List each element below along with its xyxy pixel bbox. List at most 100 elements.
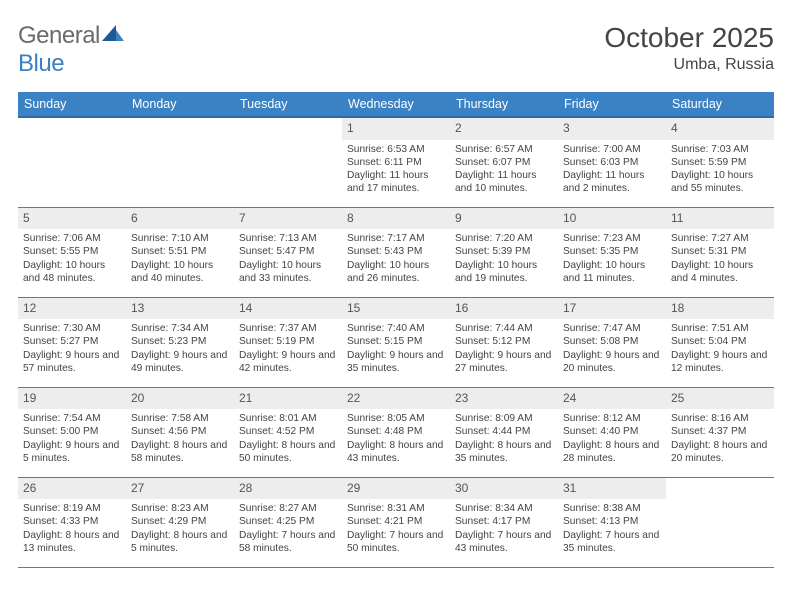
sunset-text: Sunset: 5:23 PM: [131, 335, 229, 348]
day-info: Sunrise: 8:05 AMSunset: 4:48 PMDaylight:…: [347, 412, 445, 465]
sunset-text: Sunset: 5:51 PM: [131, 245, 229, 258]
calendar-day-cell: 30Sunrise: 8:34 AMSunset: 4:17 PMDayligh…: [450, 477, 558, 567]
daylight-text: Daylight: 9 hours and 20 minutes.: [563, 349, 661, 376]
daylight-text: Daylight: 9 hours and 57 minutes.: [23, 349, 121, 376]
sunrise-text: Sunrise: 8:23 AM: [131, 502, 229, 515]
sunset-text: Sunset: 5:04 PM: [671, 335, 769, 348]
day-info: Sunrise: 7:06 AMSunset: 5:55 PMDaylight:…: [23, 232, 121, 285]
day-info: Sunrise: 7:10 AMSunset: 5:51 PMDaylight:…: [131, 232, 229, 285]
daylight-text: Daylight: 10 hours and 19 minutes.: [455, 259, 553, 286]
calendar-day-cell: [666, 477, 774, 567]
sunrise-text: Sunrise: 7:13 AM: [239, 232, 337, 245]
sunset-text: Sunset: 4:13 PM: [563, 515, 661, 528]
day-info: Sunrise: 8:16 AMSunset: 4:37 PMDaylight:…: [671, 412, 769, 465]
daylight-text: Daylight: 7 hours and 43 minutes.: [455, 529, 553, 556]
sunset-text: Sunset: 5:55 PM: [23, 245, 121, 258]
sunrise-text: Sunrise: 7:00 AM: [563, 143, 661, 156]
day-info: Sunrise: 7:00 AMSunset: 6:03 PMDaylight:…: [563, 143, 661, 196]
location-label: Umba, Russia: [604, 56, 774, 74]
calendar-body: 1Sunrise: 6:53 AMSunset: 6:11 PMDaylight…: [18, 117, 774, 567]
day-info: Sunrise: 8:09 AMSunset: 4:44 PMDaylight:…: [455, 412, 553, 465]
daylight-text: Daylight: 8 hours and 43 minutes.: [347, 439, 445, 466]
calendar-day-cell: 9Sunrise: 7:20 AMSunset: 5:39 PMDaylight…: [450, 207, 558, 297]
day-number: 6: [126, 208, 234, 230]
day-header-row: Sunday Monday Tuesday Wednesday Thursday…: [18, 92, 774, 117]
daylight-text: Daylight: 9 hours and 12 minutes.: [671, 349, 769, 376]
sunset-text: Sunset: 4:17 PM: [455, 515, 553, 528]
calendar-day-cell: 21Sunrise: 8:01 AMSunset: 4:52 PMDayligh…: [234, 387, 342, 477]
calendar-day-cell: 1Sunrise: 6:53 AMSunset: 6:11 PMDaylight…: [342, 117, 450, 207]
sunset-text: Sunset: 4:44 PM: [455, 425, 553, 438]
sunset-text: Sunset: 5:35 PM: [563, 245, 661, 258]
calendar-day-cell: 3 Sunrise: 7:00 AMSunset: 6:03 PMDaylight…: [558, 117, 666, 207]
day-number: 20: [126, 388, 234, 410]
day-info: Sunrise: 8:19 AMSunset: 4:33 PMDaylight:…: [23, 502, 121, 555]
calendar-day-cell: 17Sunrise: 7:47 AMSunset: 5:08 PMDayligh…: [558, 297, 666, 387]
day-number: 15: [342, 298, 450, 320]
day-info: Sunrise: 7:17 AMSunset: 5:43 PMDaylight:…: [347, 232, 445, 285]
sunrise-text: Sunrise: 7:27 AM: [671, 232, 769, 245]
sunrise-text: Sunrise: 6:57 AM: [455, 143, 553, 156]
sail-icon: [102, 22, 124, 50]
day-info: Sunrise: 8:27 AMSunset: 4:25 PMDaylight:…: [239, 502, 337, 555]
day-number: 22: [342, 388, 450, 410]
daylight-text: Daylight: 10 hours and 26 minutes.: [347, 259, 445, 286]
day-number: 3: [558, 118, 666, 140]
calendar-day-cell: 18Sunrise: 7:51 AMSunset: 5:04 PMDayligh…: [666, 297, 774, 387]
day-info: Sunrise: 7:27 AMSunset: 5:31 PMDaylight:…: [671, 232, 769, 285]
sunrise-text: Sunrise: 7:37 AM: [239, 322, 337, 335]
daylight-text: Daylight: 8 hours and 28 minutes.: [563, 439, 661, 466]
sunrise-text: Sunrise: 6:53 AM: [347, 143, 445, 156]
sunset-text: Sunset: 5:59 PM: [671, 156, 769, 169]
day-number: 19: [18, 388, 126, 410]
sunset-text: Sunset: 4:37 PM: [671, 425, 769, 438]
calendar-day-cell: [126, 117, 234, 207]
daylight-text: Daylight: 9 hours and 5 minutes.: [23, 439, 121, 466]
sunrise-text: Sunrise: 7:44 AM: [455, 322, 553, 335]
sunrise-text: Sunrise: 7:20 AM: [455, 232, 553, 245]
day-info: Sunrise: 7:23 AMSunset: 5:35 PMDaylight:…: [563, 232, 661, 285]
sunset-text: Sunset: 5:12 PM: [455, 335, 553, 348]
calendar-day-cell: 11Sunrise: 7:27 AMSunset: 5:31 PMDayligh…: [666, 207, 774, 297]
day-info: Sunrise: 8:34 AMSunset: 4:17 PMDaylight:…: [455, 502, 553, 555]
day-number: 7: [234, 208, 342, 230]
calendar-head: Sunday Monday Tuesday Wednesday Thursday…: [18, 92, 774, 117]
sunrise-text: Sunrise: 8:34 AM: [455, 502, 553, 515]
sunset-text: Sunset: 5:43 PM: [347, 245, 445, 258]
day-header: Saturday: [666, 92, 774, 117]
daylight-text: Daylight: 10 hours and 11 minutes.: [563, 259, 661, 286]
sunrise-text: Sunrise: 8:38 AM: [563, 502, 661, 515]
day-info: Sunrise: 7:40 AMSunset: 5:15 PMDaylight:…: [347, 322, 445, 375]
calendar-day-cell: 7Sunrise: 7:13 AMSunset: 5:47 PMDaylight…: [234, 207, 342, 297]
sunset-text: Sunset: 4:33 PM: [23, 515, 121, 528]
sunset-text: Sunset: 5:19 PM: [239, 335, 337, 348]
day-number: 10: [558, 208, 666, 230]
daylight-text: Daylight: 8 hours and 58 minutes.: [131, 439, 229, 466]
calendar-day-cell: 19Sunrise: 7:54 AMSunset: 5:00 PMDayligh…: [18, 387, 126, 477]
daylight-text: Daylight: 9 hours and 35 minutes.: [347, 349, 445, 376]
day-info: Sunrise: 7:44 AMSunset: 5:12 PMDaylight:…: [455, 322, 553, 375]
sunrise-text: Sunrise: 8:09 AM: [455, 412, 553, 425]
sunset-text: Sunset: 5:15 PM: [347, 335, 445, 348]
calendar-day-cell: [18, 117, 126, 207]
day-info: Sunrise: 6:53 AMSunset: 6:11 PMDaylight:…: [347, 143, 445, 196]
calendar-day-cell: 20Sunrise: 7:58 AMSunset: 4:56 PMDayligh…: [126, 387, 234, 477]
day-header: Monday: [126, 92, 234, 117]
sunrise-text: Sunrise: 7:10 AM: [131, 232, 229, 245]
sunrise-text: Sunrise: 7:40 AM: [347, 322, 445, 335]
sunset-text: Sunset: 4:25 PM: [239, 515, 337, 528]
calendar-page: General Blue October 2025 Umba, Russia S…: [0, 0, 792, 612]
day-header: Wednesday: [342, 92, 450, 117]
calendar-day-cell: 10Sunrise: 7:23 AMSunset: 5:35 PMDayligh…: [558, 207, 666, 297]
calendar-week-row: 19Sunrise: 7:54 AMSunset: 5:00 PMDayligh…: [18, 387, 774, 477]
calendar-table: Sunday Monday Tuesday Wednesday Thursday…: [18, 92, 774, 568]
sunrise-text: Sunrise: 7:47 AM: [563, 322, 661, 335]
day-number: 31: [558, 478, 666, 500]
sunrise-text: Sunrise: 8:12 AM: [563, 412, 661, 425]
sunrise-text: Sunrise: 8:01 AM: [239, 412, 337, 425]
sunrise-text: Sunrise: 7:34 AM: [131, 322, 229, 335]
day-number: 18: [666, 298, 774, 320]
day-header: Tuesday: [234, 92, 342, 117]
calendar-day-cell: 28Sunrise: 8:27 AMSunset: 4:25 PMDayligh…: [234, 477, 342, 567]
day-info: Sunrise: 7:30 AMSunset: 5:27 PMDaylight:…: [23, 322, 121, 375]
